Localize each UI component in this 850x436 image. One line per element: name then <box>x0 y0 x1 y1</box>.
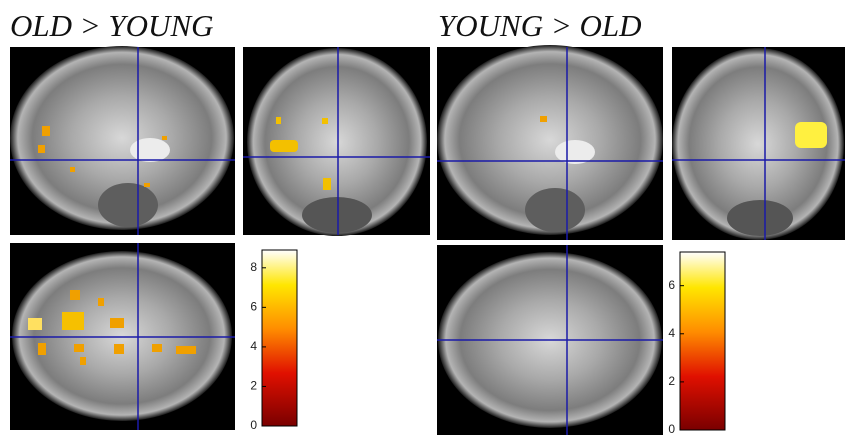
coronal-view <box>243 47 430 236</box>
sagittal-view <box>10 46 235 235</box>
colorbar <box>261 249 298 427</box>
tick-label: 6 <box>250 300 257 314</box>
tick-label: 4 <box>250 339 257 353</box>
tick-label: 2 <box>668 374 675 388</box>
sagittal-view <box>437 45 663 240</box>
axial-view <box>10 243 235 430</box>
tick-label: 2 <box>250 379 257 393</box>
tick-label: 8 <box>250 260 257 274</box>
tick-label: 6 <box>668 278 675 292</box>
panel-title: YOUNG > OLD <box>438 8 642 43</box>
tick-label: 0 <box>250 418 257 432</box>
tick-label: 4 <box>668 326 675 340</box>
colorbar <box>679 251 726 431</box>
axial-view <box>437 245 663 435</box>
tick-label: 0 <box>668 422 675 436</box>
coronal-view <box>672 47 845 240</box>
panel-title: OLD > YOUNG <box>10 8 214 43</box>
